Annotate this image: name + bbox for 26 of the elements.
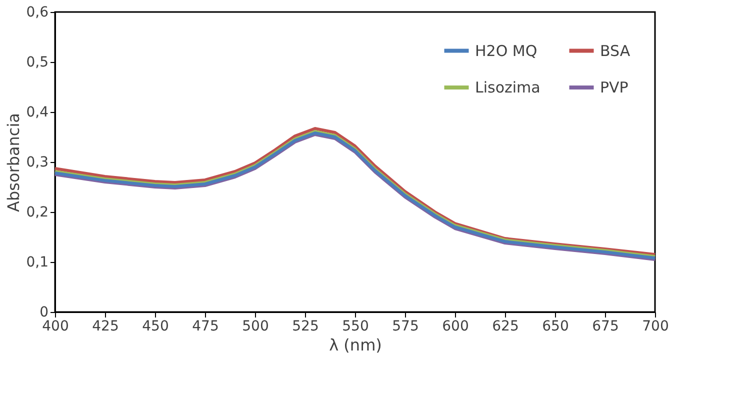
x-tick-label: 425 [92,318,119,334]
x-tick-label: 450 [142,318,169,334]
x-tick-label: 525 [292,318,319,334]
y-tick-label: 0 [40,304,48,320]
legend-label: BSA [600,42,631,60]
legend-label: Lisozima [475,78,540,96]
x-tick-label: 500 [242,318,269,334]
y-tick-label: 0,1 [26,254,48,270]
y-tick-label: 0,3 [26,154,48,170]
y-tick-label: 0,4 [26,104,49,120]
x-tick-label: 600 [442,318,469,334]
x-tick-label: 400 [42,318,69,334]
x-axis-title: λ (nm) [329,336,382,354]
y-tick-label: 0,6 [26,4,49,20]
y-tick-label: 0,5 [26,54,48,70]
x-tick-label: 625 [492,318,519,334]
y-axis-title: Absorbancia [4,113,24,212]
x-tick-label: 675 [592,318,619,334]
x-tick-label: 550 [342,318,369,334]
x-tick-label: 575 [392,318,419,334]
y-tick-label: 0,2 [26,204,48,220]
x-tick-label: 650 [542,318,569,334]
x-tick-label: 700 [642,318,669,334]
legend-label: PVP [600,78,628,96]
legend-label: H2O MQ [475,42,538,60]
x-tick-label: 475 [192,318,219,334]
